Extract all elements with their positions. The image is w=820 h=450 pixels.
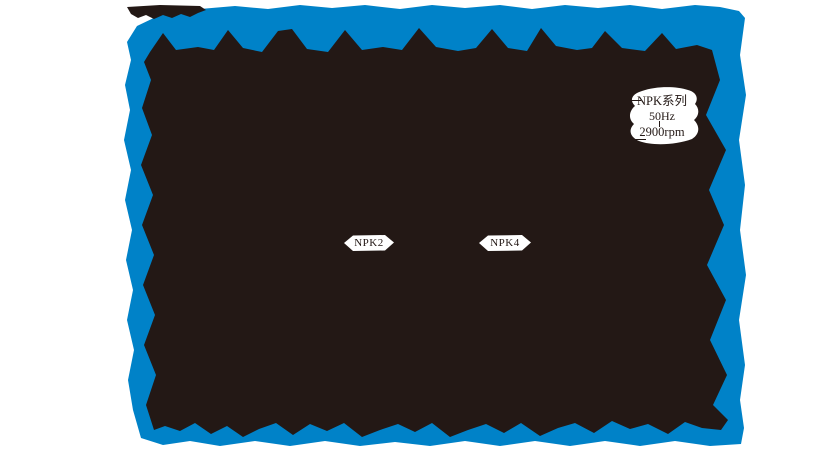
curve-label-npk4: NPK4 xyxy=(490,237,520,249)
legend-line-fragment xyxy=(629,139,646,140)
legend-frequency: 50Hz xyxy=(649,108,675,123)
legend-box-blob xyxy=(629,87,699,145)
legend-series-name: NPK系列 xyxy=(636,93,687,108)
illegible-title-blob xyxy=(127,5,206,19)
series-legend-box: NPK系列 50Hz 2900rpm xyxy=(627,90,697,142)
legend-speed: 2900rpm xyxy=(639,124,685,139)
curve-label-npk2: NPK2 xyxy=(354,237,384,249)
legend-line-fragment xyxy=(629,100,641,101)
legend-line-fragment xyxy=(659,121,660,127)
chart-area-silhouette xyxy=(141,28,728,437)
npk4-ribbon xyxy=(479,235,531,251)
npk2-ribbon xyxy=(344,235,394,251)
